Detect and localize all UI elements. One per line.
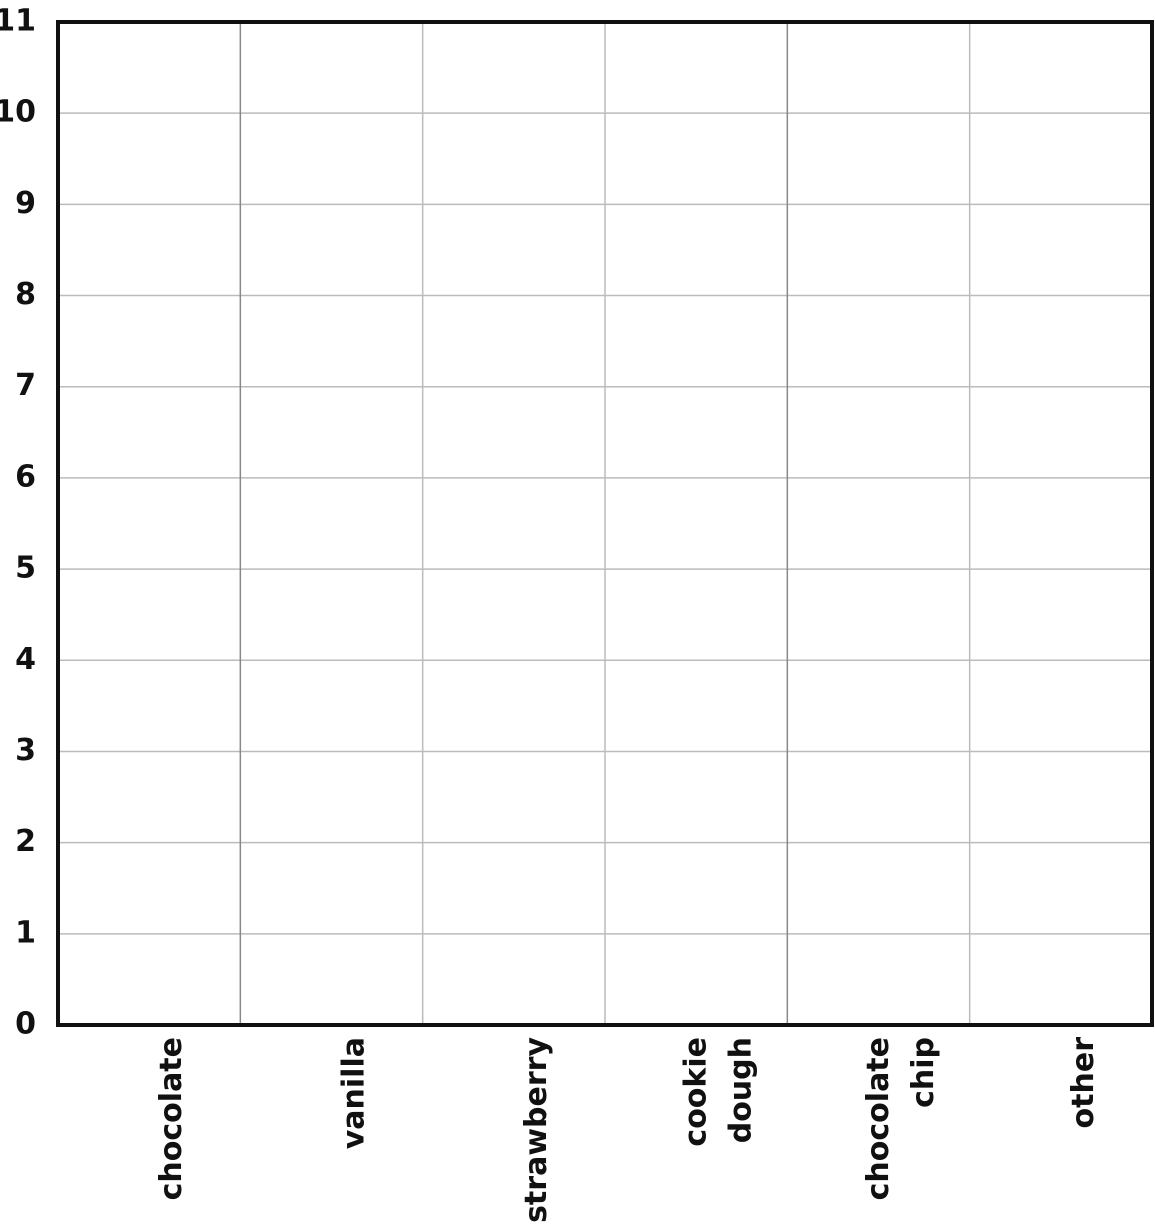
- y-tick-label: 0: [15, 1007, 36, 1042]
- y-tick-label: 4: [15, 642, 36, 677]
- y-tick-label: 9: [15, 186, 36, 221]
- y-tick-label: 1: [15, 915, 36, 950]
- y-tick-label: 7: [15, 368, 36, 403]
- y-tick-label: 5: [15, 551, 36, 586]
- y-tick-label: 3: [15, 733, 36, 768]
- y-tick-label: 2: [15, 824, 36, 859]
- x-tick-label: chocolate chip: [861, 1037, 941, 1200]
- x-tick-label: vanilla: [336, 1037, 371, 1149]
- y-tick-label: 6: [15, 459, 36, 494]
- x-tick-label: cookie dough: [678, 1037, 758, 1147]
- y-tick-label: 8: [15, 277, 36, 312]
- plot-frame: [56, 20, 1154, 1027]
- x-tick-label: chocolate: [154, 1037, 189, 1200]
- x-tick-label: other: [1065, 1037, 1100, 1129]
- x-tick-label: strawberry: [518, 1037, 553, 1223]
- y-tick-label: 11: [0, 4, 36, 39]
- y-tick-label: 10: [0, 95, 36, 130]
